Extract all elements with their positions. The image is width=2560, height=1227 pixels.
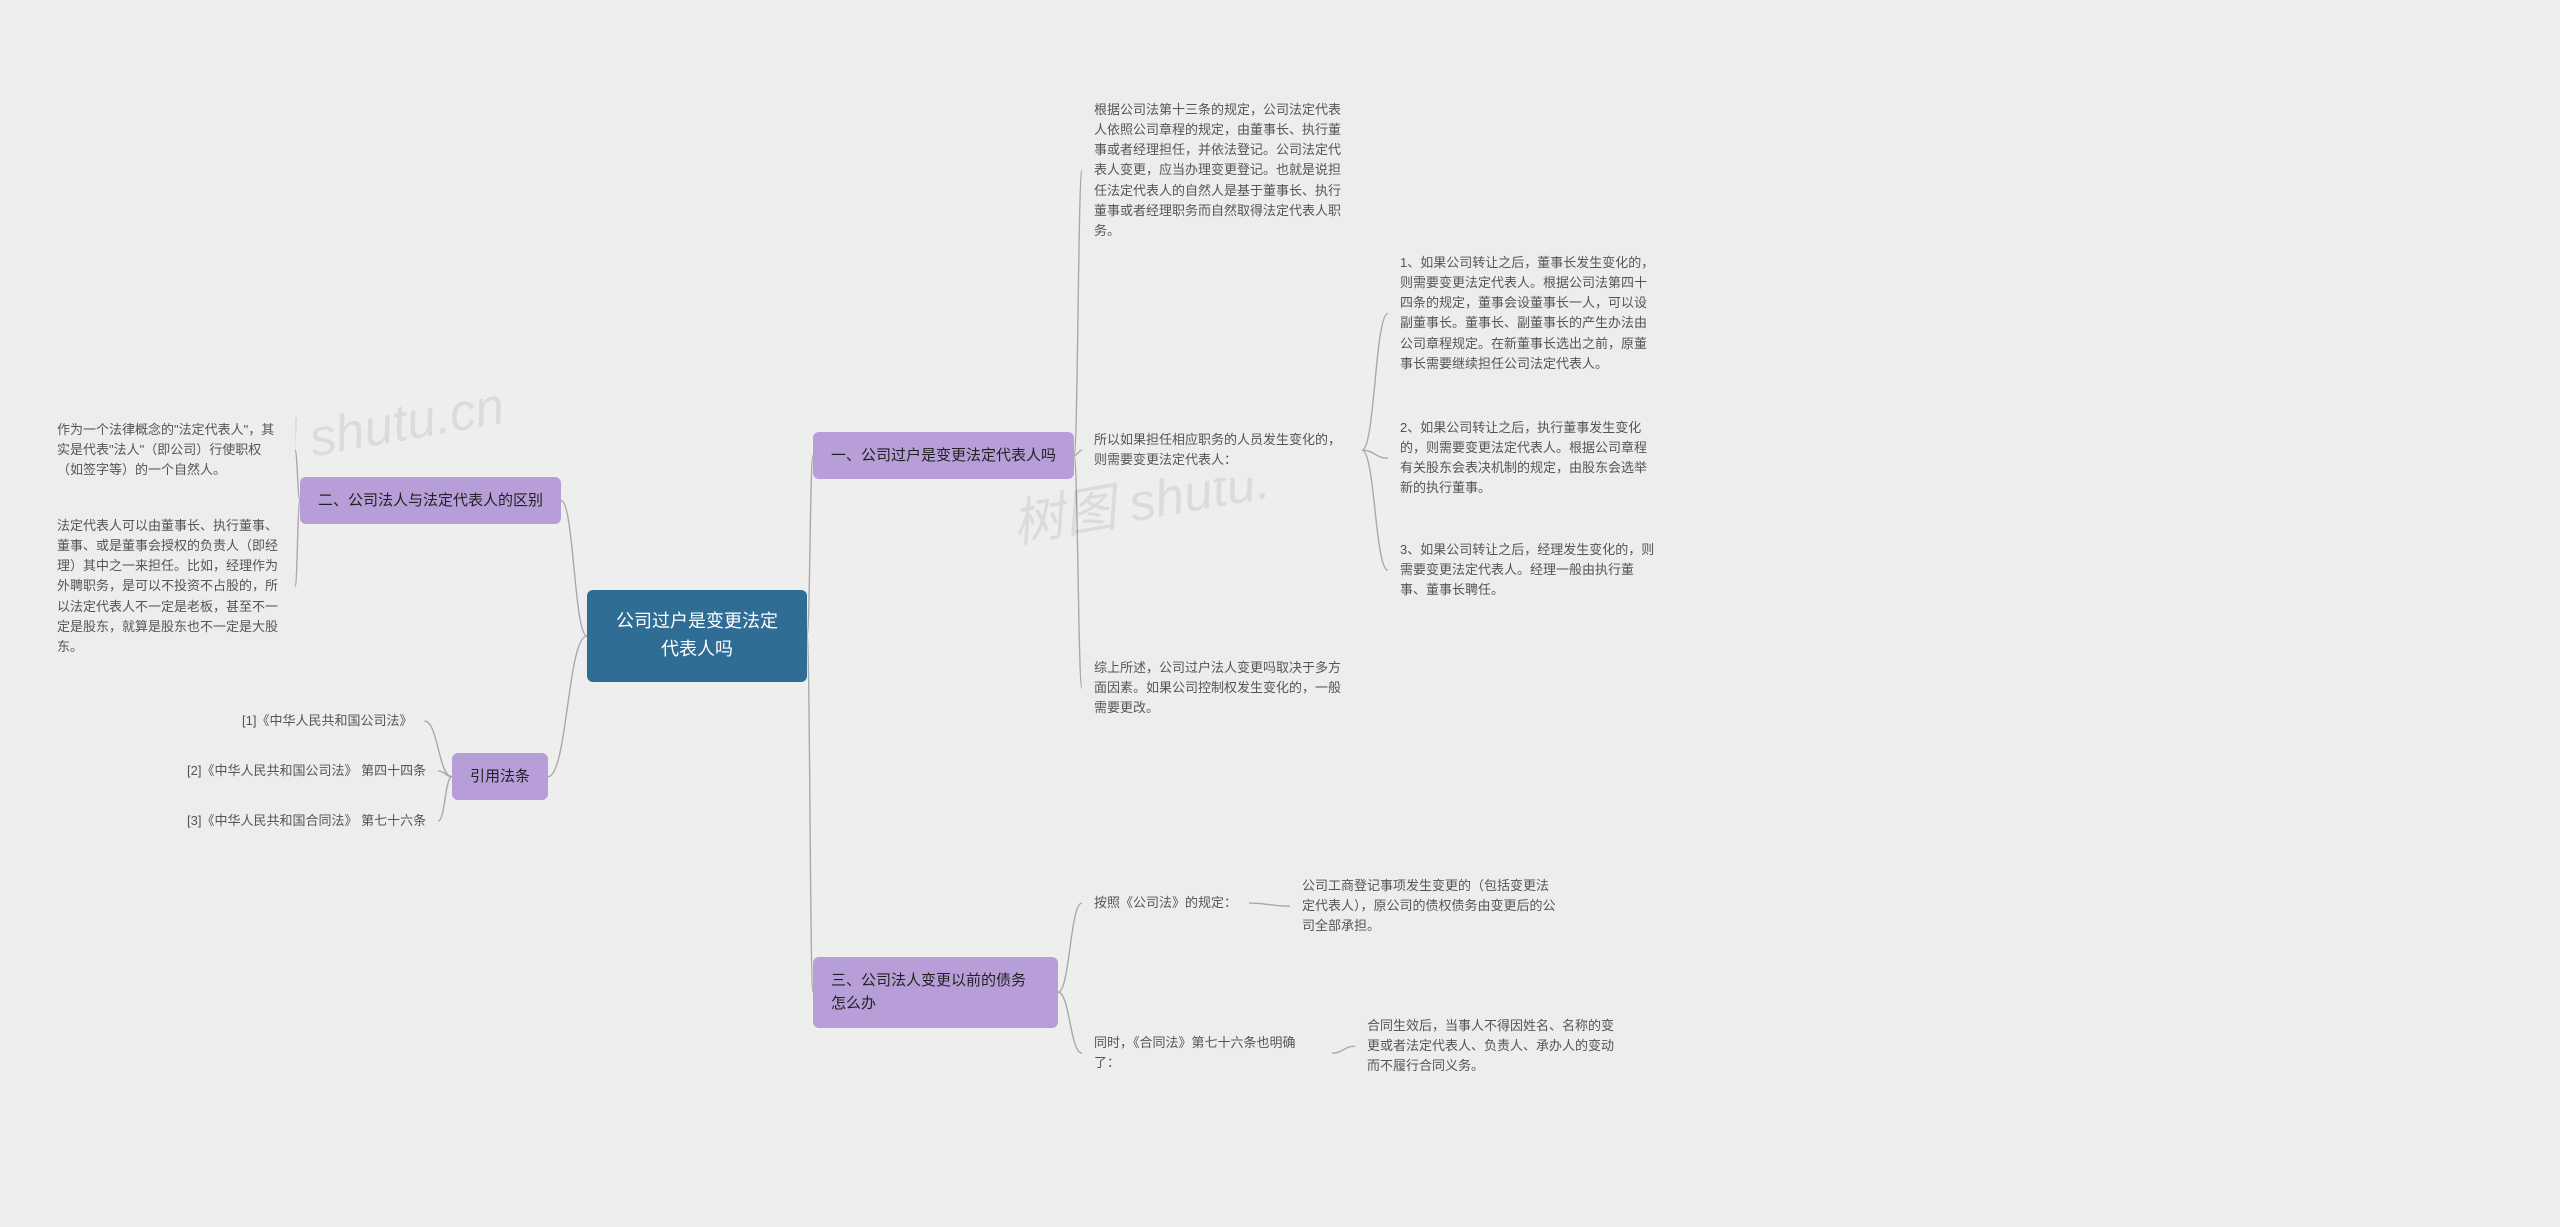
leaf-2-2[interactable]: 法定代表人可以由董事长、执行董事、董事、或是董事会授权的负责人（即经理）其中之一… bbox=[45, 508, 295, 665]
branch-3[interactable]: 三、公司法人变更以前的债务怎么办 bbox=[813, 957, 1058, 1028]
leaf-1-2b[interactable]: 2、如果公司转让之后，执行董事发生变化的，则需要变更法定代表人。根据公司章程有关… bbox=[1388, 410, 1668, 507]
leaf-3-2[interactable]: 同时，《合同法》第七十六条也明确了： bbox=[1082, 1025, 1332, 1081]
branch-2[interactable]: 二、公司法人与法定代表人的区别 bbox=[300, 477, 561, 524]
leaf-4-2[interactable]: [2]《中华人民共和国公司法》 第四十四条 bbox=[175, 753, 438, 789]
root-node[interactable]: 公司过户是变更法定代表人吗 bbox=[587, 590, 807, 682]
leaf-1-1[interactable]: 根据公司法第十三条的规定，公司法定代表人依照公司章程的规定，由董事长、执行董事或… bbox=[1082, 92, 1362, 249]
leaf-3-1[interactable]: 按照《公司法》的规定： bbox=[1082, 885, 1249, 921]
leaf-4-3[interactable]: [3]《中华人民共和国合同法》 第七十六条 bbox=[175, 803, 438, 839]
leaf-3-1a[interactable]: 公司工商登记事项发生变更的（包括变更法定代表人），原公司的债权债务由变更后的公司… bbox=[1290, 868, 1570, 944]
leaf-4-1[interactable]: [1]《中华人民共和国公司法》 bbox=[230, 703, 424, 739]
leaf-1-2a[interactable]: 1、如果公司转让之后，董事长发生变化的，则需要变更法定代表人。根据公司法第四十四… bbox=[1388, 245, 1668, 382]
leaf-3-2a[interactable]: 合同生效后，当事人不得因姓名、名称的变更或者法定代表人、负责人、承办人的变动而不… bbox=[1355, 1008, 1635, 1084]
branch-4[interactable]: 引用法条 bbox=[452, 753, 548, 800]
branch-1[interactable]: 一、公司过户是变更法定代表人吗 bbox=[813, 432, 1074, 479]
leaf-1-2c[interactable]: 3、如果公司转让之后，经理发生变化的，则需要变更法定代表人。经理一般由执行董事、… bbox=[1388, 532, 1668, 608]
leaf-2-1[interactable]: 作为一个法律概念的"法定代表人"，其实是代表"法人"（即公司）行使职权（如签字等… bbox=[45, 412, 295, 488]
leaf-1-3[interactable]: 综上所述，公司过户法人变更吗取决于多方面因素。如果公司控制权发生变化的，一般需要… bbox=[1082, 650, 1362, 726]
leaf-1-2[interactable]: 所以如果担任相应职务的人员发生变化的，则需要变更法定代表人： bbox=[1082, 422, 1362, 478]
